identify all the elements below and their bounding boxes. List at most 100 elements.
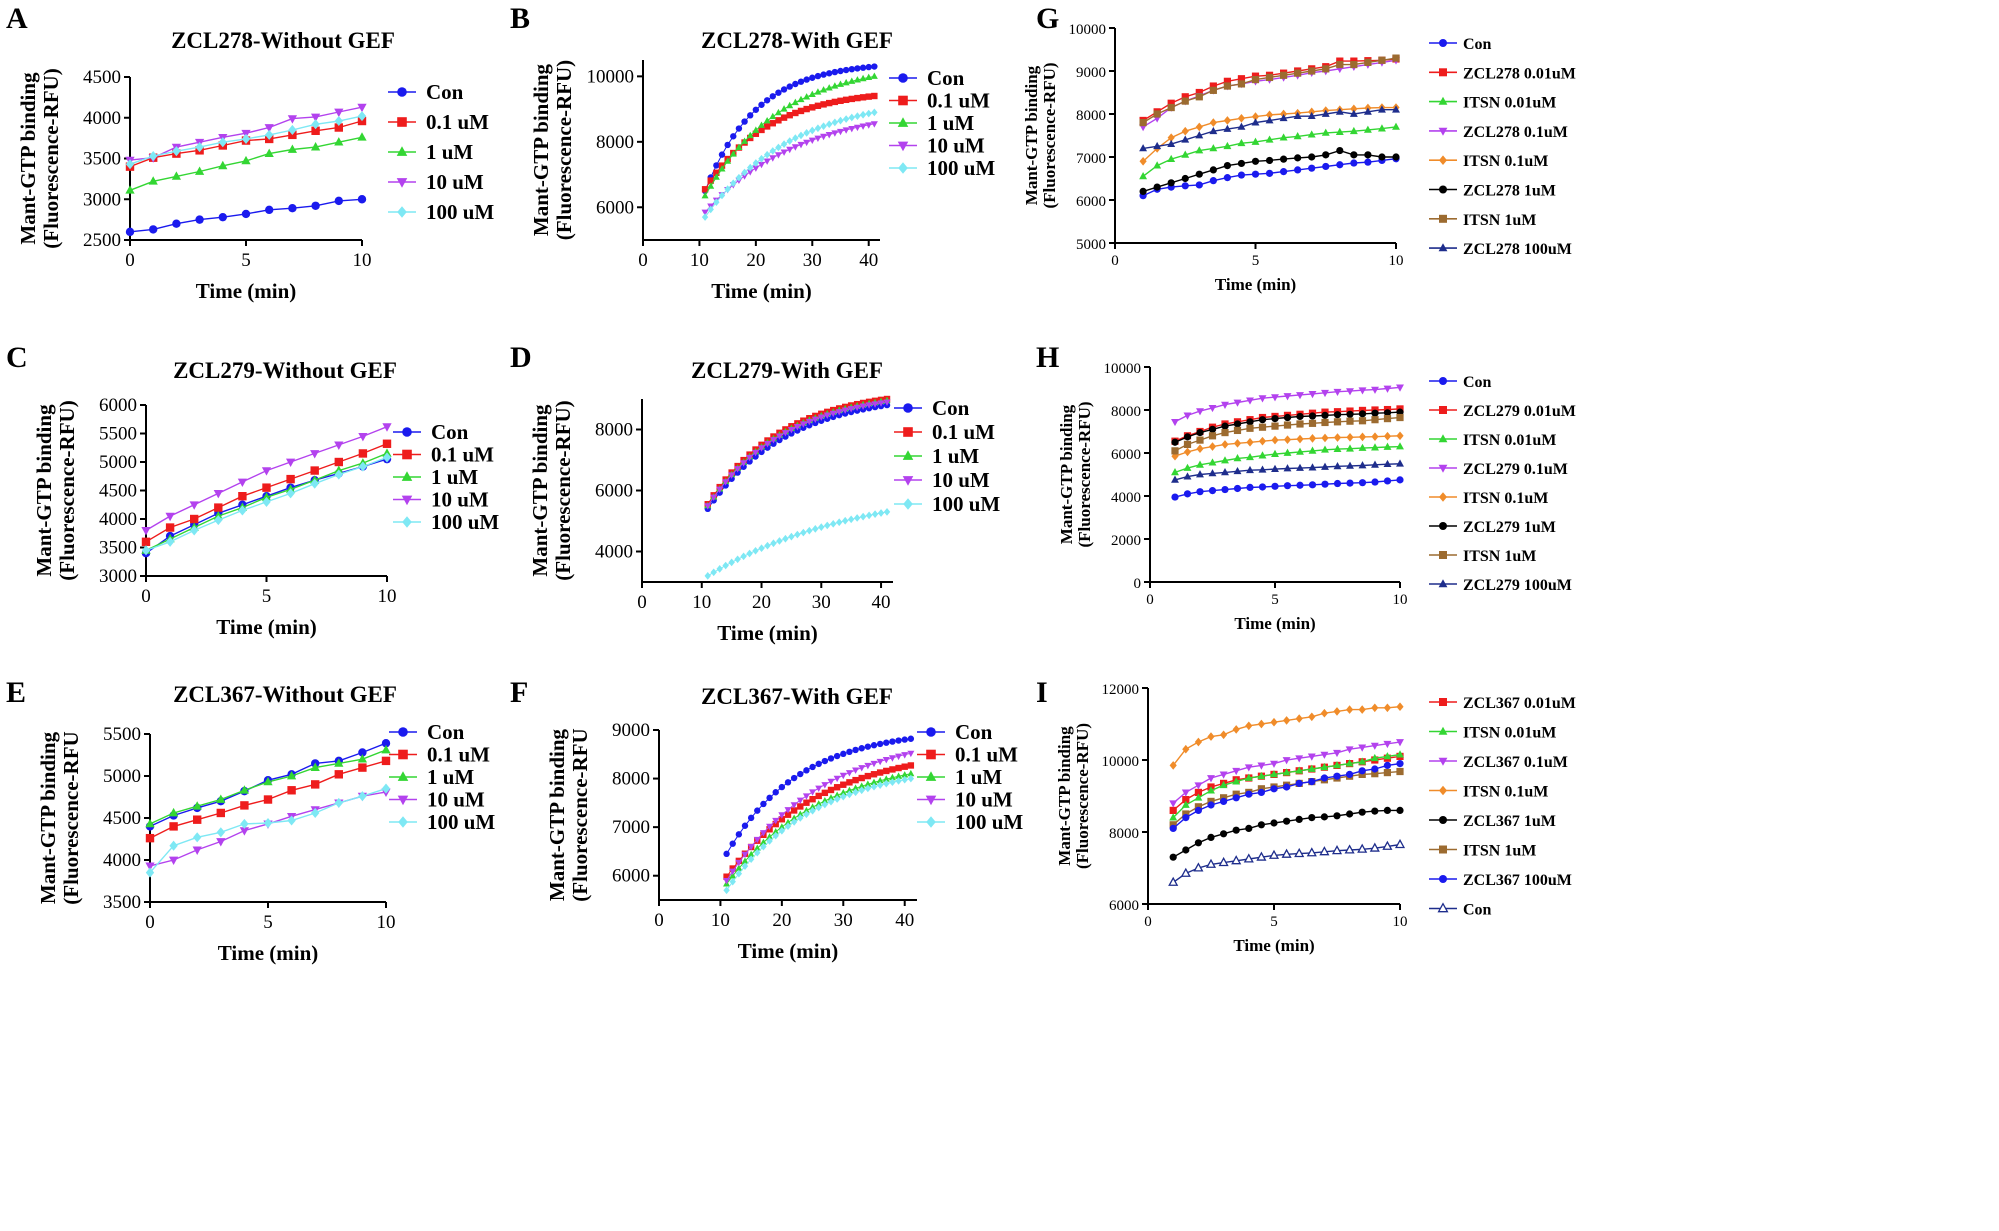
data-point bbox=[1181, 126, 1189, 136]
data-point bbox=[865, 73, 873, 81]
series-10-um bbox=[723, 750, 915, 885]
data-point bbox=[796, 810, 804, 817]
legend-marker bbox=[401, 495, 413, 506]
data-point bbox=[859, 94, 867, 101]
data-point bbox=[724, 141, 731, 149]
data-point bbox=[784, 811, 792, 818]
data-point bbox=[358, 461, 368, 472]
data-point bbox=[766, 794, 773, 802]
data-point bbox=[1358, 744, 1367, 752]
data-point bbox=[286, 474, 295, 484]
data-point bbox=[192, 846, 202, 855]
data-point bbox=[865, 402, 873, 409]
data-point bbox=[800, 424, 807, 431]
y-tick-label: 8000 bbox=[1076, 108, 1106, 124]
data-point bbox=[786, 101, 794, 109]
data-point bbox=[1296, 463, 1304, 471]
data-point bbox=[1265, 156, 1274, 165]
x-tick-label: 10 bbox=[1389, 253, 1404, 269]
data-point bbox=[769, 120, 776, 127]
data-point bbox=[1346, 479, 1354, 487]
data-point bbox=[237, 478, 248, 487]
data-point bbox=[1209, 118, 1217, 127]
data-point bbox=[1333, 707, 1341, 716]
data-point bbox=[1233, 439, 1242, 448]
data-point bbox=[1370, 753, 1379, 762]
data-point bbox=[837, 116, 844, 125]
legend-entry: 0.1 uM bbox=[388, 110, 489, 134]
data-point bbox=[1358, 417, 1367, 425]
legend-entry: ITSN 0.1uM bbox=[1429, 490, 1548, 507]
data-point bbox=[1358, 770, 1366, 778]
data-point bbox=[734, 466, 742, 473]
data-point bbox=[1181, 93, 1189, 101]
data-point bbox=[171, 171, 182, 180]
data-point bbox=[334, 457, 343, 467]
data-point bbox=[1333, 444, 1342, 453]
legend-entry: ZCL278 100uM bbox=[1429, 241, 1572, 258]
data-point bbox=[1345, 746, 1354, 754]
legend-entry: ITSN 0.01uM bbox=[1429, 95, 1556, 112]
data-point bbox=[1350, 151, 1358, 159]
legend-label: ZCL278 0.1uM bbox=[1463, 124, 1568, 141]
data-point bbox=[1293, 111, 1302, 120]
legend-entry: ITSN 0.1uM bbox=[1429, 784, 1548, 801]
data-point bbox=[1322, 162, 1330, 171]
data-point bbox=[1333, 812, 1341, 820]
series-0-1-um bbox=[141, 439, 392, 546]
data-point bbox=[1392, 122, 1400, 130]
data-point bbox=[1363, 107, 1372, 115]
data-point bbox=[907, 769, 915, 777]
data-point bbox=[824, 521, 831, 530]
data-point bbox=[1251, 137, 1260, 145]
data-point bbox=[1307, 130, 1316, 138]
data-point bbox=[1180, 867, 1191, 877]
data-point bbox=[1392, 54, 1400, 62]
data-point bbox=[837, 67, 844, 75]
legend-entry: Con bbox=[1429, 374, 1492, 391]
x-tick-label: 40 bbox=[872, 592, 891, 613]
data-point bbox=[848, 126, 856, 133]
data-point bbox=[770, 539, 777, 548]
data-point bbox=[218, 212, 227, 222]
data-point bbox=[853, 404, 861, 412]
x-tick-label: 0 bbox=[1111, 253, 1119, 269]
data-point bbox=[760, 842, 767, 851]
data-point bbox=[859, 123, 867, 130]
data-point bbox=[1207, 775, 1215, 783]
data-point bbox=[1358, 432, 1367, 442]
data-point bbox=[1270, 819, 1278, 827]
data-point bbox=[847, 515, 855, 524]
x-tick-label: 0 bbox=[125, 250, 135, 271]
data-point bbox=[1221, 485, 1229, 494]
data-point bbox=[1321, 109, 1330, 117]
x-tick-label: 0 bbox=[145, 912, 155, 933]
legend-marker bbox=[925, 771, 937, 781]
legend-label: Con bbox=[955, 720, 993, 744]
data-point bbox=[802, 793, 810, 800]
data-point bbox=[775, 143, 782, 152]
data-point bbox=[1223, 141, 1232, 150]
data-point bbox=[1320, 762, 1329, 771]
data-point bbox=[1308, 778, 1316, 786]
data-point bbox=[1331, 845, 1343, 855]
series-con bbox=[704, 401, 891, 512]
series-zcl367-100um bbox=[1169, 760, 1404, 833]
panel-label: G bbox=[1036, 2, 1059, 35]
data-point bbox=[814, 88, 822, 95]
data-point bbox=[381, 783, 391, 794]
data-point bbox=[358, 791, 367, 802]
data-point bbox=[310, 466, 319, 475]
y-tick-label: 3000 bbox=[83, 189, 121, 210]
y-tick-label: 6000 bbox=[612, 866, 650, 887]
data-point bbox=[1258, 416, 1267, 424]
series-line bbox=[707, 398, 888, 505]
data-point bbox=[769, 147, 776, 155]
data-point bbox=[763, 116, 771, 124]
legend-label: Con bbox=[431, 420, 469, 444]
data-point bbox=[1383, 761, 1391, 770]
data-point bbox=[806, 526, 813, 535]
data-point bbox=[769, 93, 776, 100]
data-point bbox=[809, 803, 817, 810]
data-point bbox=[796, 797, 804, 805]
